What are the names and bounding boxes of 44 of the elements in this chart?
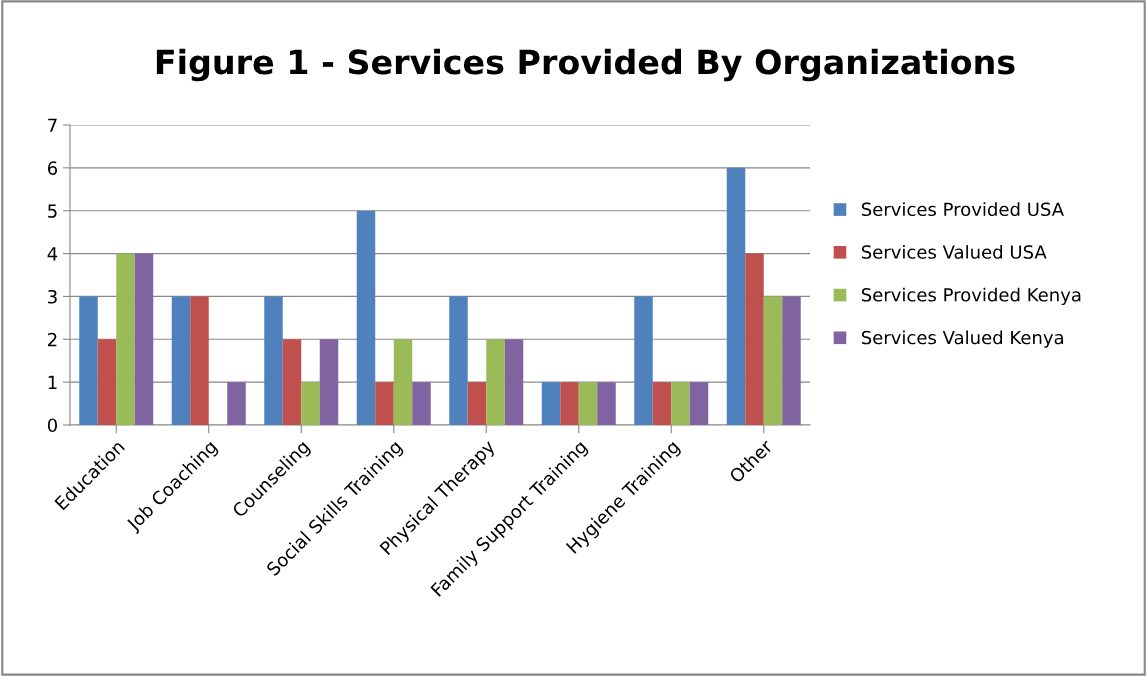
y-tick-label: 6 bbox=[47, 161, 58, 175]
legend-label: Services Provided USA bbox=[861, 202, 1064, 217]
bar bbox=[134, 253, 154, 425]
bar bbox=[467, 382, 487, 425]
y-tick-label: 4 bbox=[47, 247, 58, 261]
legend-label: Services Valued Kenya bbox=[861, 330, 1063, 348]
bar bbox=[375, 382, 394, 425]
bar bbox=[301, 382, 320, 425]
y-tick-label: 7 bbox=[48, 118, 57, 132]
bar bbox=[671, 382, 690, 425]
bar bbox=[634, 296, 653, 425]
y-tick-label: 1 bbox=[48, 375, 57, 389]
legend-label: Services Valued USA bbox=[861, 244, 1047, 259]
bar bbox=[97, 339, 117, 425]
bar bbox=[227, 382, 246, 425]
bar bbox=[782, 296, 801, 425]
bar bbox=[541, 382, 561, 425]
chart-title: Figure 1 - Services Provided By Organizations bbox=[156, 48, 1015, 82]
y-tick-label: 0 bbox=[47, 418, 57, 433]
bar bbox=[393, 339, 413, 425]
bar bbox=[171, 296, 191, 425]
bar bbox=[412, 382, 431, 425]
bar bbox=[504, 339, 524, 425]
y-tick-label: 2 bbox=[48, 332, 57, 347]
y-tick-label: 5 bbox=[48, 204, 57, 218]
bar bbox=[652, 382, 672, 425]
bar bbox=[79, 296, 98, 425]
bar bbox=[319, 339, 339, 425]
bar bbox=[264, 296, 283, 425]
bar bbox=[578, 382, 598, 425]
bar bbox=[560, 382, 579, 425]
y-tick-label: 3 bbox=[48, 289, 57, 304]
bar bbox=[190, 296, 209, 425]
bar bbox=[356, 210, 376, 425]
bar bbox=[597, 382, 616, 425]
bar bbox=[116, 253, 135, 425]
bar bbox=[282, 339, 302, 425]
bar bbox=[763, 296, 783, 425]
legend-label: Services Provided Kenya bbox=[861, 287, 1081, 306]
bar bbox=[689, 382, 709, 425]
bar bbox=[449, 296, 468, 425]
bar bbox=[745, 253, 764, 425]
bar bbox=[726, 167, 746, 425]
bar bbox=[486, 339, 505, 425]
